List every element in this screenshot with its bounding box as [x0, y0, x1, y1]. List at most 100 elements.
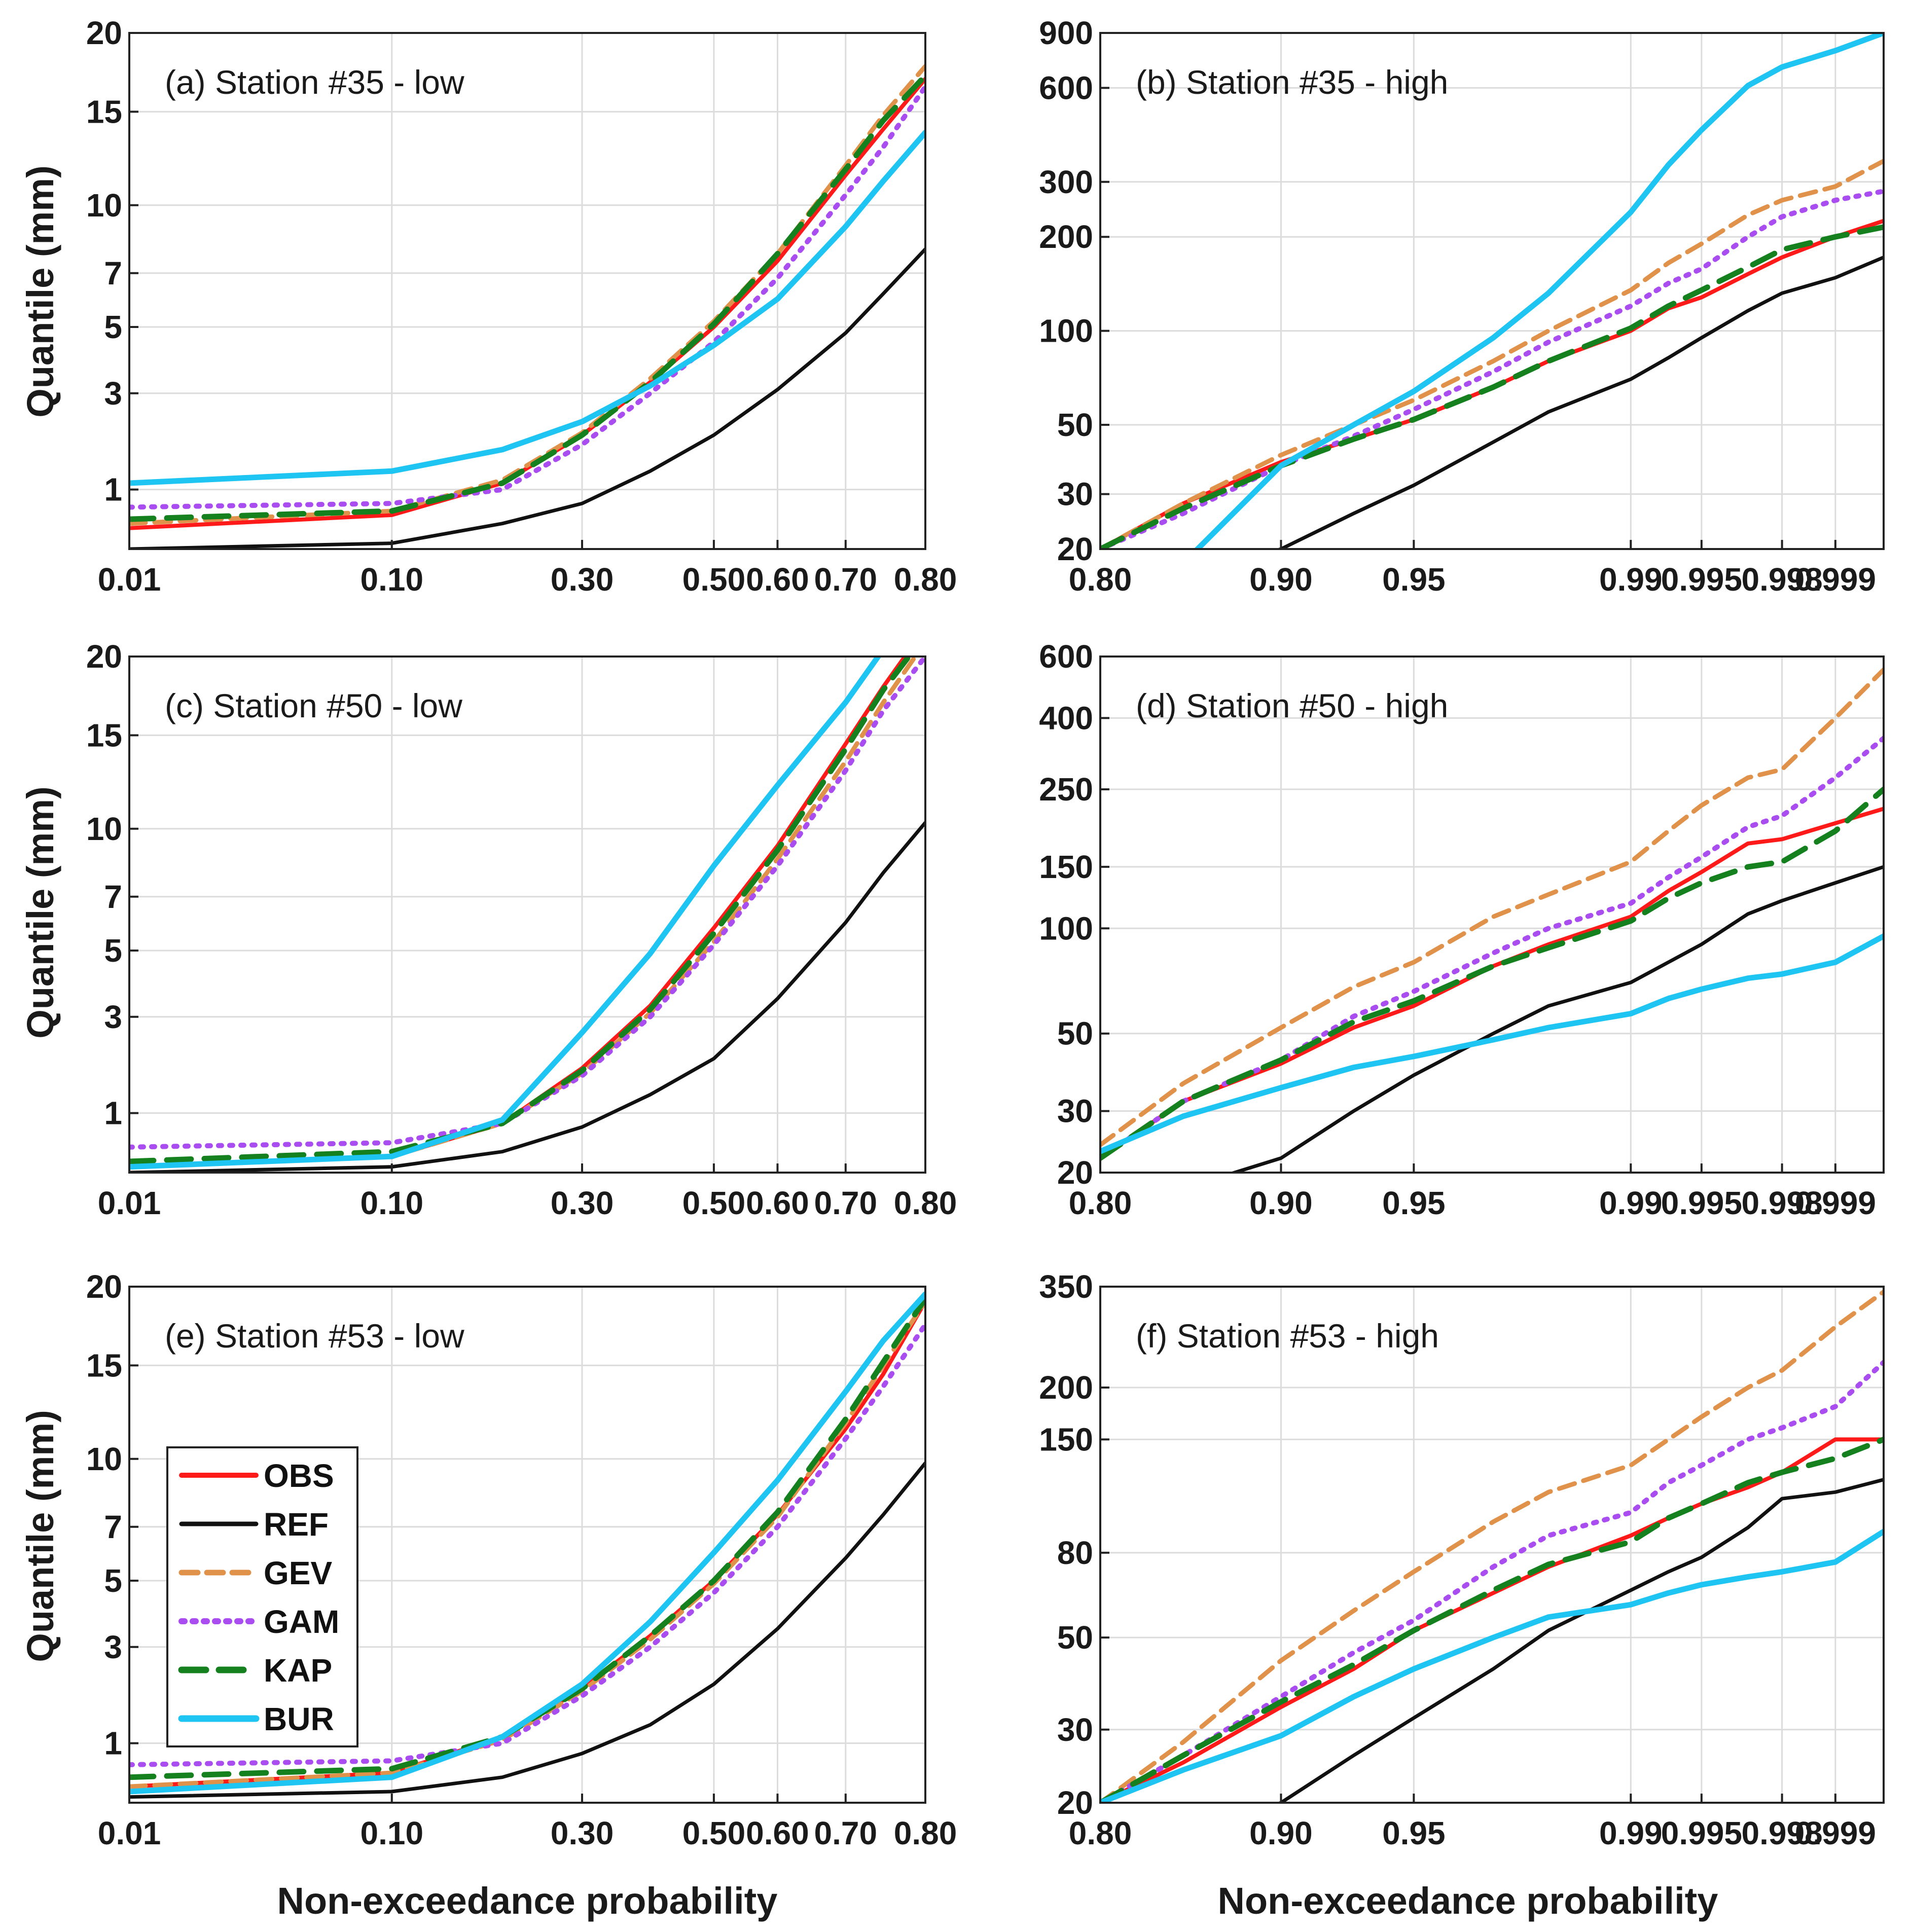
- y-tick-label-c-3: 7: [104, 879, 122, 915]
- series-ref-c: [129, 821, 925, 1173]
- x-tick-label-d-6: 0.999: [1795, 1185, 1876, 1221]
- x-tick-label-b-5: 0.998: [1742, 561, 1823, 598]
- x-tick-label-f-4: 0.995: [1661, 1815, 1742, 1851]
- panels: 0.01 0.10 0.30 0.50 0.60 0.70 0.801357101520(a…: [86, 15, 1885, 1851]
- x-tick-label-f-1: 0.90: [1249, 1815, 1313, 1851]
- legend-label-kap: KAP: [264, 1652, 332, 1689]
- legend: OBS REF GEV GAM KAP BUR: [166, 1446, 358, 1747]
- y-tick-label-f-1: 30: [1057, 1711, 1093, 1748]
- series-gev-b: [1100, 159, 1884, 549]
- axes-frame-e: [128, 1286, 926, 1804]
- series-bur-c: [129, 657, 882, 1170]
- x-tick-label-b-0: 0.80: [1069, 561, 1132, 598]
- y-tick-label-d-5: 250: [1039, 771, 1093, 808]
- x-tick-label-a-5: 0.70: [814, 561, 878, 598]
- y-tick-label-a-4: 10: [86, 187, 122, 224]
- x-tick-label-d-0: 0.80: [1069, 1185, 1132, 1221]
- y-tick-label-a-1: 3: [104, 375, 122, 412]
- series-gev-d: [1100, 667, 1884, 1147]
- series-group-d: [1100, 667, 1884, 1173]
- x-tick-label-a-1: 0.10: [361, 561, 424, 598]
- x-tick-label-b-1: 0.90: [1249, 561, 1313, 598]
- legend-label-gev: GEV: [264, 1555, 332, 1591]
- y-tick-label-b-2: 50: [1057, 407, 1093, 443]
- y-tick-label-e-2: 5: [104, 1562, 122, 1599]
- legend-box: [166, 1446, 358, 1747]
- series-gev-f: [1100, 1289, 1884, 1803]
- plot-area-a: [129, 33, 925, 549]
- y-tick-label-a-2: 5: [104, 309, 122, 345]
- y-tick-label-c-6: 20: [86, 638, 122, 675]
- x-tick-label-c-6: 0.80: [894, 1185, 957, 1221]
- x-tick-label-f-3: 0.99: [1599, 1815, 1663, 1851]
- axes-frame-a: [128, 32, 926, 550]
- x-tick-label-b-2: 0.95: [1382, 561, 1446, 598]
- ylabel-row2: Quantile (mm): [19, 786, 61, 1038]
- series-bur-a: [129, 129, 925, 486]
- y-tick-label-b-4: 200: [1039, 218, 1093, 255]
- plot-area-c: [129, 657, 925, 1173]
- y-tick-label-f-3: 80: [1057, 1535, 1093, 1571]
- legend-label-bur: BUR: [264, 1701, 334, 1737]
- x-tick-label-c-3: 0.50: [682, 1185, 746, 1221]
- y-tick-label-a-0: 1: [104, 471, 122, 508]
- plot-area-f: [1100, 1287, 1884, 1803]
- series-ref-a: [129, 247, 925, 549]
- y-tick-label-c-2: 5: [104, 932, 122, 969]
- series-ref-d: [1229, 865, 1884, 1173]
- y-tick-label-a-5: 15: [86, 93, 122, 130]
- series-group-e: [129, 1291, 925, 1799]
- series-group-a: [129, 64, 925, 549]
- y-tick-label-b-5: 300: [1039, 164, 1093, 200]
- xlabel-left: Non-exceedance probability: [277, 1880, 778, 1922]
- y-tick-label-b-6: 600: [1039, 69, 1093, 106]
- y-tick-label-e-4: 10: [86, 1441, 122, 1477]
- axes-frame-c: [128, 655, 926, 1174]
- y-tick-label-f-5: 200: [1039, 1369, 1093, 1406]
- panel-title-d: (d) Station #50 - high: [1136, 687, 1448, 724]
- x-tick-label-f-5: 0.998: [1742, 1815, 1823, 1851]
- y-tick-label-b-3: 100: [1039, 313, 1093, 349]
- y-tick-label-f-0: 20: [1057, 1784, 1093, 1821]
- ylabel-row1: Quantile (mm): [19, 165, 61, 417]
- series-obs-d: [1100, 807, 1884, 1160]
- series-group-f: [1100, 1289, 1884, 1803]
- panel-title-c: (c) Station #50 - low: [165, 687, 462, 724]
- y-tick-label-b-0: 20: [1057, 531, 1093, 567]
- series-ref-e: [129, 1461, 925, 1799]
- series-gam-c: [129, 657, 925, 1150]
- legend-label-gam: GAM: [264, 1603, 339, 1640]
- y-tick-label-b-7: 900: [1039, 15, 1093, 51]
- series-bur-b: [1194, 33, 1884, 549]
- x-tick-label-f-2: 0.95: [1382, 1815, 1446, 1851]
- series-ref-b: [1275, 256, 1884, 549]
- panel-title-b: (b) Station #35 - high: [1136, 63, 1448, 101]
- y-tick-label-c-5: 15: [86, 717, 122, 753]
- y-tick-label-d-7: 600: [1039, 638, 1093, 675]
- x-tick-label-b-6: 0.999: [1795, 561, 1876, 598]
- x-tick-label-d-1: 0.90: [1249, 1185, 1313, 1221]
- y-tick-label-e-6: 20: [86, 1268, 122, 1305]
- x-tick-label-e-5: 0.70: [814, 1815, 878, 1851]
- legend-label-ref: REF: [264, 1506, 329, 1543]
- x-tick-label-a-2: 0.30: [551, 561, 614, 598]
- series-bur-d: [1100, 933, 1884, 1154]
- x-tick-label-d-4: 0.995: [1661, 1185, 1742, 1221]
- x-tick-label-c-5: 0.70: [814, 1185, 878, 1221]
- x-tick-label-d-3: 0.99: [1599, 1185, 1663, 1221]
- y-tick-label-d-1: 30: [1057, 1093, 1093, 1129]
- xlabel-right: Non-exceedance probability: [1218, 1880, 1718, 1922]
- series-kap-f: [1100, 1436, 1884, 1803]
- axes-frame-b: [1099, 32, 1885, 550]
- y-tick-label-b-1: 30: [1057, 476, 1093, 513]
- y-tick-label-d-3: 100: [1039, 910, 1093, 946]
- x-tick-label-f-6: 0.999: [1795, 1815, 1876, 1851]
- x-tick-label-d-5: 0.998: [1742, 1185, 1823, 1221]
- series-bur-e: [129, 1291, 925, 1795]
- ylabel-row3: Quantile (mm): [19, 1410, 61, 1662]
- plot-area-d: [1100, 657, 1884, 1173]
- x-tick-label-f-0: 0.80: [1069, 1815, 1132, 1851]
